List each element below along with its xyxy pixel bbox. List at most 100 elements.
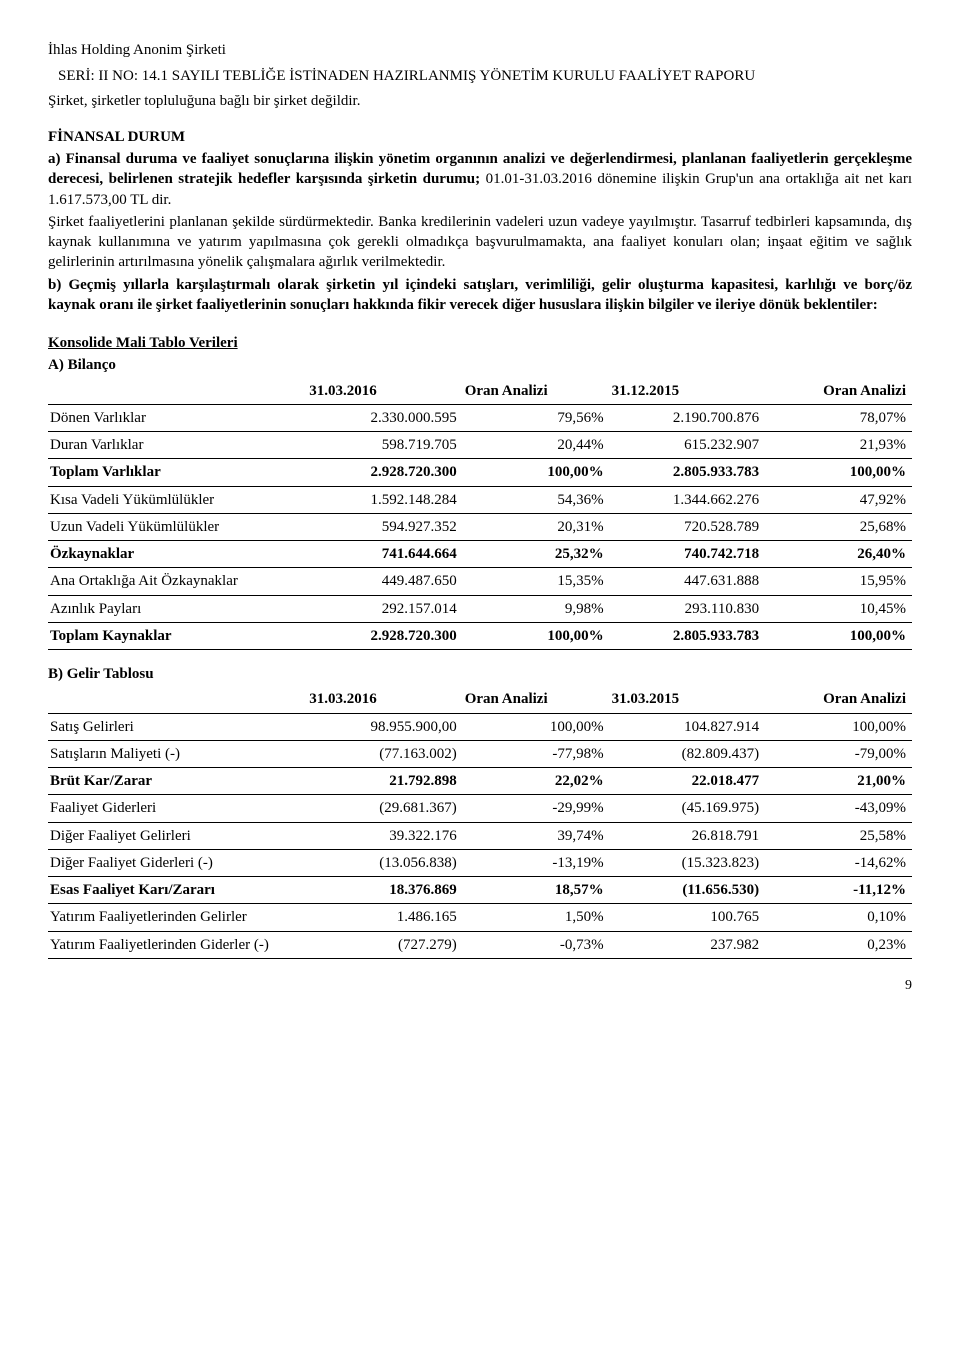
table-cell: 615.232.907 [610,432,766,459]
table-cell: Faaliyet Giderleri [48,795,307,822]
table-row: Satış Gelirleri98.955.900,00100,00%104.8… [48,713,912,740]
table-cell: 2.805.933.783 [610,622,766,649]
table-cell: 21.792.898 [307,768,463,795]
table-b-title: B) Gelir Tablosu [48,664,912,684]
table-cell: Diğer Faaliyet Giderleri (-) [48,849,307,876]
table-cell: -43,09% [765,795,912,822]
table-cell: 100,00% [765,622,912,649]
table-row: Özkaynaklar741.644.66425,32%740.742.7182… [48,541,912,568]
table-cell: (15.323.823) [610,849,766,876]
table-cell: (727.279) [307,931,463,958]
table-cell: 20,31% [463,513,610,540]
table-row: Toplam Varlıklar2.928.720.300100,00%2.80… [48,459,912,486]
table-cell: 18.376.869 [307,877,463,904]
th-blank [48,378,307,405]
table-cell: 100,00% [463,459,610,486]
table-cell: 100,00% [463,713,610,740]
table-row: Yatırım Faaliyetlerinden Giderler (-)(72… [48,931,912,958]
table-cell: 9,98% [463,595,610,622]
table-cell: 237.982 [610,931,766,958]
table-cell: Yatırım Faaliyetlerinden Gelirler [48,904,307,931]
table-cell: 15,35% [463,568,610,595]
table-cell: 741.644.664 [307,541,463,568]
table-cell: Yatırım Faaliyetlerinden Giderler (-) [48,931,307,958]
table-cell: Toplam Varlıklar [48,459,307,486]
table-cell: Kısa Vadeli Yükümlülükler [48,486,307,513]
table-cell: 2.330.000.595 [307,404,463,431]
table-cell: 1.486.165 [307,904,463,931]
th-oran2: Oran Analizi [765,378,912,405]
table-row: Satışların Maliyeti (-)(77.163.002)-77,9… [48,740,912,767]
table-cell: 720.528.789 [610,513,766,540]
table-cell: Duran Varlıklar [48,432,307,459]
section-a: a) Finansal duruma ve faaliyet sonuçları… [48,149,912,210]
table-cell: 293.110.830 [610,595,766,622]
table-cell: 25,58% [765,822,912,849]
table-cell: 1.592.148.284 [307,486,463,513]
table-cell: Diğer Faaliyet Gelirleri [48,822,307,849]
page-number: 9 [48,977,912,996]
th-date1: 31.03.2016 [307,378,463,405]
table-cell: 447.631.888 [610,568,766,595]
table-cell: 21,00% [765,768,912,795]
table-row: Kısa Vadeli Yükümlülükler1.592.148.28454… [48,486,912,513]
table-cell: 15,95% [765,568,912,595]
table-row: Dönen Varlıklar2.330.000.59579,56%2.190.… [48,404,912,431]
table-cell: 25,32% [463,541,610,568]
table-cell: Özkaynaklar [48,541,307,568]
table-row: Yatırım Faaliyetlerinden Gelirler1.486.1… [48,904,912,931]
table-cell: Brüt Kar/Zarar [48,768,307,795]
table-cell: 25,68% [765,513,912,540]
table-cell: -0,73% [463,931,610,958]
table-row: Uzun Vadeli Yükümlülükler594.927.35220,3… [48,513,912,540]
th-date2: 31.12.2015 [610,378,766,405]
table-cell: 54,36% [463,486,610,513]
table-cell: 47,92% [765,486,912,513]
table-row: Diğer Faaliyet Gelirleri39.322.17639,74%… [48,822,912,849]
table-cell: 18,57% [463,877,610,904]
table-cell: 10,45% [765,595,912,622]
table-row: Brüt Kar/Zarar21.792.89822,02%22.018.477… [48,768,912,795]
table-a-header-row: 31.03.2016 Oran Analizi 31.12.2015 Oran … [48,378,912,405]
table-cell: 594.927.352 [307,513,463,540]
table-cell: 39,74% [463,822,610,849]
table-row: Esas Faaliyet Karı/Zararı18.376.86918,57… [48,877,912,904]
th-oran1: Oran Analizi [463,378,610,405]
table-cell: 22,02% [463,768,610,795]
table-cell: 100.765 [610,904,766,931]
table-cell: 26,40% [765,541,912,568]
table-cell: 39.322.176 [307,822,463,849]
table-row: Toplam Kaynaklar2.928.720.300100,00%2.80… [48,622,912,649]
table-cell: 292.157.014 [307,595,463,622]
table-cell: 740.742.718 [610,541,766,568]
table-cell: 79,56% [463,404,610,431]
intro-p1: Şirket, şirketler topluluğuna bağlı bir … [48,91,912,111]
table-cell: 1.344.662.276 [610,486,766,513]
table-cell: (11.656.530) [610,877,766,904]
table-cell: Satışların Maliyeti (-) [48,740,307,767]
seri-line: SERİ: II NO: 14.1 SAYILI TEBLİĞE İSTİNAD… [48,66,912,86]
thb-date2: 31.03.2015 [610,686,766,713]
section-b: b) Geçmiş yıllarla karşılaştırmalı olara… [48,275,912,316]
table-cell: 598.719.705 [307,432,463,459]
table-cell: 2.928.720.300 [307,622,463,649]
table-cell: Dönen Varlıklar [48,404,307,431]
table-cell: (29.681.367) [307,795,463,822]
table-cell: 104.827.914 [610,713,766,740]
table-cell: Ana Ortaklığa Ait Özkaynaklar [48,568,307,595]
table-cell: -77,98% [463,740,610,767]
table-cell: 98.955.900,00 [307,713,463,740]
table-cell: (77.163.002) [307,740,463,767]
table-cell: Azınlık Payları [48,595,307,622]
table-row: Azınlık Payları292.157.0149,98%293.110.8… [48,595,912,622]
table-cell: -14,62% [765,849,912,876]
table-cell: Satış Gelirleri [48,713,307,740]
table-cell: Uzun Vadeli Yükümlülükler [48,513,307,540]
table-cell: 1,50% [463,904,610,931]
table-cell: -13,19% [463,849,610,876]
table-cell: 100,00% [765,459,912,486]
thb-date1: 31.03.2016 [307,686,463,713]
table-cell: 449.487.650 [307,568,463,595]
table-a-title: A) Bilanço [48,355,912,375]
table-b: 31.03.2016 Oran Analizi 31.03.2015 Oran … [48,686,912,959]
